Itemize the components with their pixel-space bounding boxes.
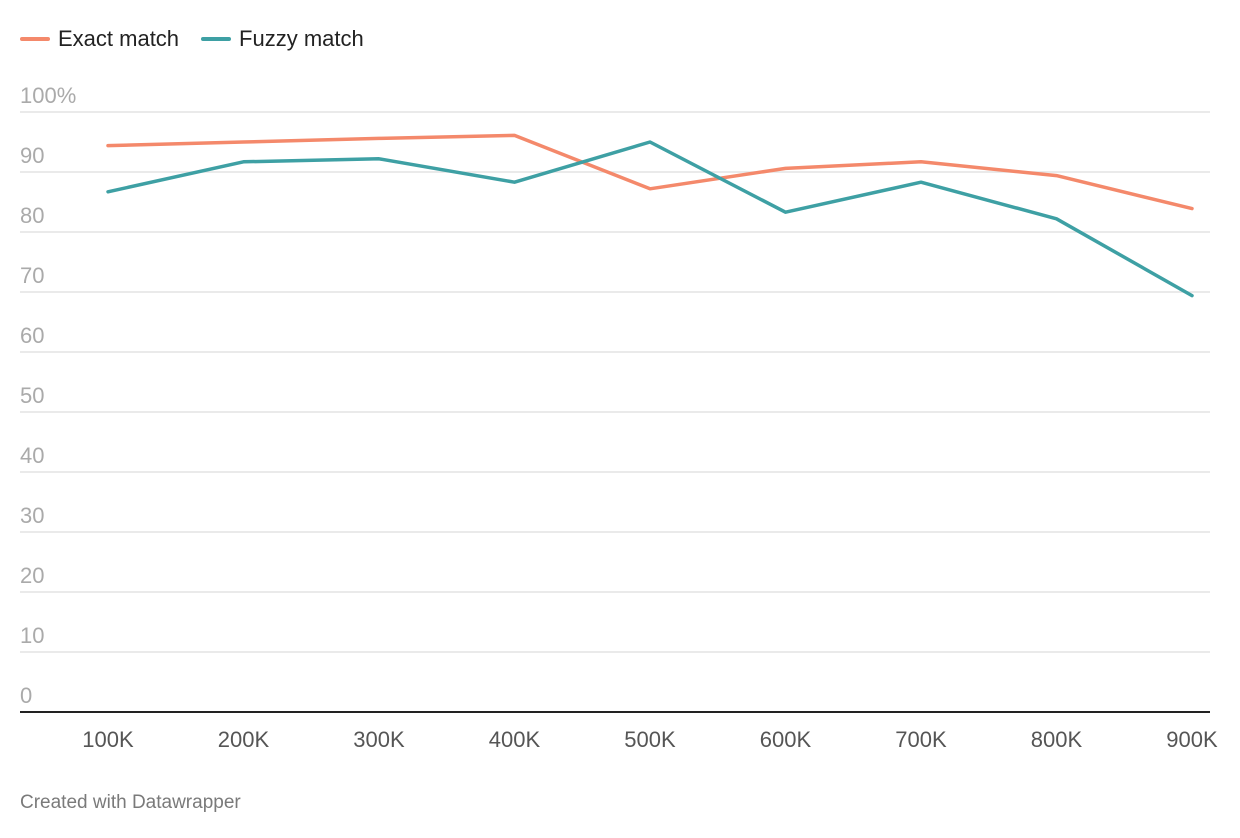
- y-tick-label: 50: [20, 383, 44, 408]
- footer-credit: Created with Datawrapper: [20, 792, 241, 813]
- y-axis-tick-labels: 0 10 20 30 40 50 60 70 80 90 100%: [20, 83, 76, 708]
- legend-swatch-fuzzy-match: [201, 37, 232, 41]
- legend-item-fuzzy-match: Fuzzy match: [201, 26, 364, 52]
- legend-label-fuzzy-match: Fuzzy match: [239, 26, 364, 51]
- x-tick-label: 400K: [489, 727, 541, 752]
- x-axis-tick-labels: 100K 200K 300K 400K 500K 600K 700K 800K 900K: [82, 727, 1218, 752]
- y-tick-label: 60: [20, 323, 44, 348]
- x-tick-label: 200K: [218, 727, 270, 752]
- series-lines: [106, 133, 1194, 298]
- y-tick-label: 70: [20, 263, 44, 288]
- series-line-exact-match: [106, 133, 1194, 211]
- gridlines: [20, 111, 1210, 653]
- x-tick-label: 700K: [895, 727, 947, 752]
- x-tick-label: 300K: [353, 727, 405, 752]
- y-tick-label: 10: [20, 623, 44, 648]
- line-chart: 0 10 20 30 40 50 60 70 80 90 100% 100K 200K 300K 400K…: [20, 83, 1218, 752]
- y-tick-label: 40: [20, 443, 44, 468]
- y-tick-label: 90: [20, 143, 44, 168]
- y-tick-label: 30: [20, 503, 44, 528]
- x-tick-label: 500K: [624, 727, 676, 752]
- legend-item-exact-match: Exact match: [20, 26, 179, 52]
- x-tick-label: 800K: [1031, 727, 1083, 752]
- legend-swatch-exact-match: [20, 37, 50, 41]
- series-line-fuzzy-match: [106, 140, 1194, 298]
- x-tick-label: 900K: [1166, 727, 1218, 752]
- chart-legend: Exact match Fuzzy match: [20, 26, 364, 52]
- y-tick-label: 100%: [20, 83, 76, 108]
- y-tick-label: 20: [20, 563, 44, 588]
- y-tick-label: 80: [20, 203, 44, 228]
- y-tick-label: 0: [20, 683, 32, 708]
- x-tick-label: 600K: [760, 727, 812, 752]
- legend-label-exact-match: Exact match: [58, 26, 180, 51]
- x-tick-label: 100K: [82, 727, 134, 752]
